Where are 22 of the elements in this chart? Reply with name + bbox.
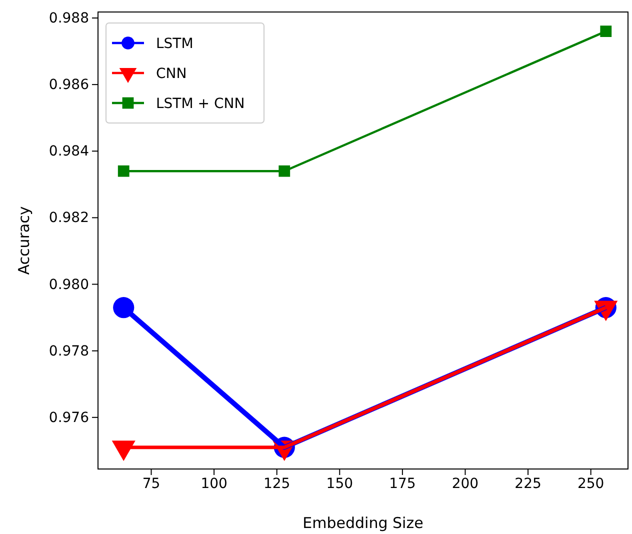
legend-label: LSTM + CNN <box>156 96 245 112</box>
x-tick-label: 200 <box>452 476 479 492</box>
y-axis-title: Accuracy <box>15 206 33 275</box>
y-tick-label: 0.982 <box>48 210 89 226</box>
point <box>600 26 612 38</box>
y-tick-label: 0.988 <box>48 10 89 26</box>
x-tick-label: 225 <box>514 476 542 492</box>
x-tick-label: 75 <box>142 476 160 492</box>
legend-label: LSTM <box>156 36 194 52</box>
x-tick-label: 175 <box>389 476 416 492</box>
y-tick-label: 0.978 <box>48 343 89 360</box>
y-tick-label: 0.986 <box>48 77 90 94</box>
legend-label: CNN <box>156 66 187 82</box>
x-tick-label: 150 <box>326 476 354 492</box>
x-tick-label: 100 <box>200 476 228 492</box>
y-tick-label: 0.980 <box>48 276 89 293</box>
y-tick-label: 0.984 <box>48 144 90 160</box>
x-axis-title: Embedding Size <box>302 514 424 532</box>
y-tick-label: 0.976 <box>48 410 90 426</box>
x-tick-label: 125 <box>263 476 290 492</box>
x-tick-label: 250 <box>577 476 604 492</box>
point <box>118 165 130 177</box>
